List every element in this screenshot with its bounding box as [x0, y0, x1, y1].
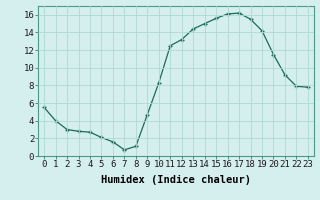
- X-axis label: Humidex (Indice chaleur): Humidex (Indice chaleur): [101, 175, 251, 185]
